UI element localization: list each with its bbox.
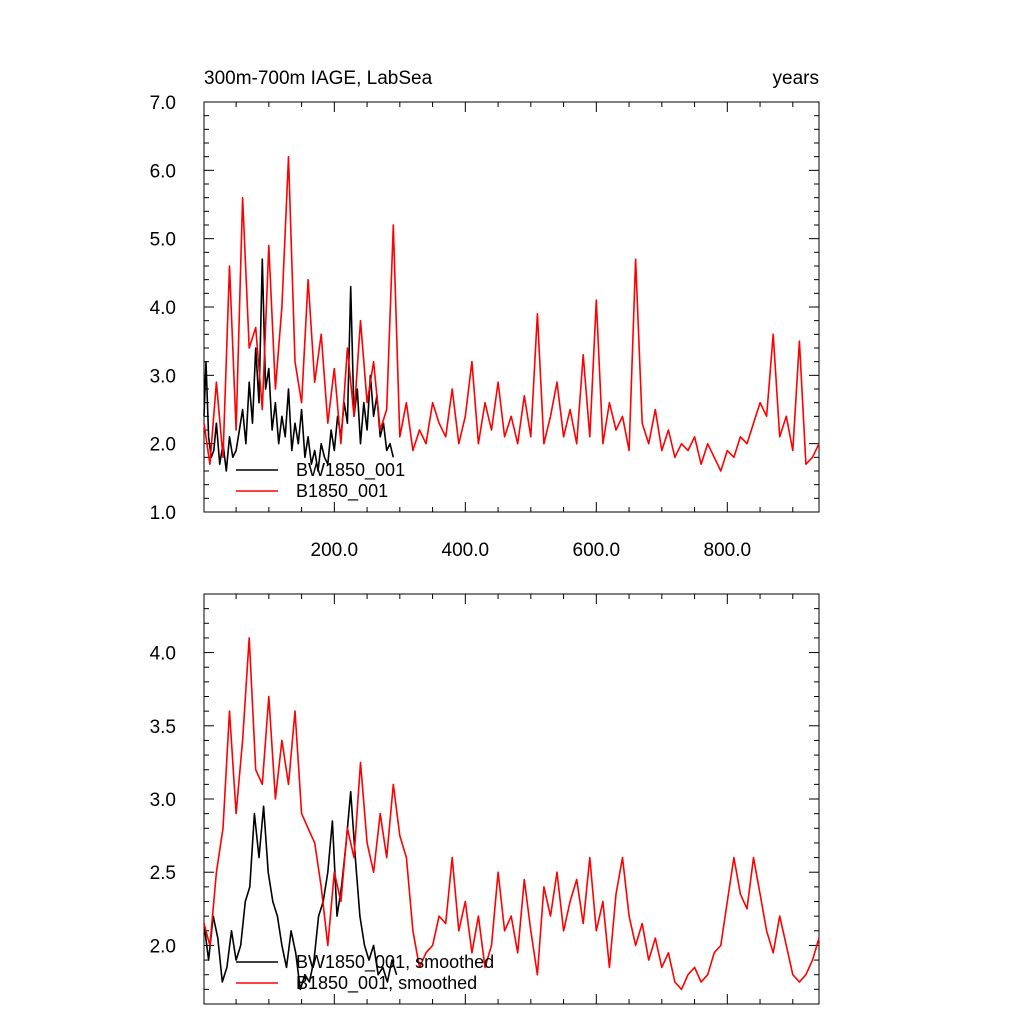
top-x-tick-label: 600.0 (573, 540, 621, 561)
top-legend-label-1: B1850_001 (296, 481, 388, 502)
bottom-axis-ticks: 2.0 2.5 3.0 3.5 4.0 (150, 593, 819, 1005)
top-chart-title: 300m-700m IAGE, LabSea (204, 68, 433, 89)
top-axis-ticks: 200.0 400.0 600.0 800.0 1.0 2.0 3.0 4.0 5.0 6.0 7.… (150, 93, 819, 561)
bottom-legend-label-1: B1850_001, smoothed (296, 973, 477, 994)
top-x-tick-label: 200.0 (311, 540, 359, 561)
top-x-tick-label: 400.0 (442, 540, 490, 561)
top-y-tick-label: 5.0 (150, 230, 176, 251)
top-y-tick-label: 1.0 (150, 503, 176, 524)
bottom-series-lines (203, 637, 820, 991)
top-y-tick-label: 7.0 (150, 93, 176, 114)
top-series-line-0 (203, 258, 395, 472)
bottom-y-tick-label: 3.5 (150, 717, 176, 738)
top-y-tick-label: 6.0 (150, 161, 176, 182)
top-legend-label-0: BW1850_001 (296, 460, 405, 481)
bottom-series-line-0 (203, 790, 398, 991)
bottom-y-tick-label: 2.5 (150, 863, 176, 884)
top-x-tick-label: 800.0 (704, 540, 752, 561)
bottom-panel: 2.0 2.5 3.0 3.5 4.0 BW1850_001, smoothedB185… (150, 593, 820, 1005)
top-y-tick-label: 3.0 (150, 366, 176, 387)
bottom-y-tick-label: 3.0 (150, 790, 176, 811)
bottom-legend-label-0: BW1850_001, smoothed (296, 952, 494, 973)
top-y-tick-label: 4.0 (150, 298, 176, 319)
bottom-series-line-1 (203, 637, 820, 991)
top-series-line-1 (203, 155, 820, 472)
top-series-lines (203, 155, 820, 472)
top-y-tick-label: 2.0 (150, 435, 176, 456)
bottom-plot-frame (203, 593, 820, 1005)
bottom-y-tick-label: 4.0 (150, 644, 176, 665)
top-panel: 300m-700m IAGE, LabSea years 200.0 400.0 6… (150, 68, 820, 561)
top-units-label: years (773, 68, 819, 89)
bottom-y-tick-label: 2.0 (150, 936, 176, 957)
